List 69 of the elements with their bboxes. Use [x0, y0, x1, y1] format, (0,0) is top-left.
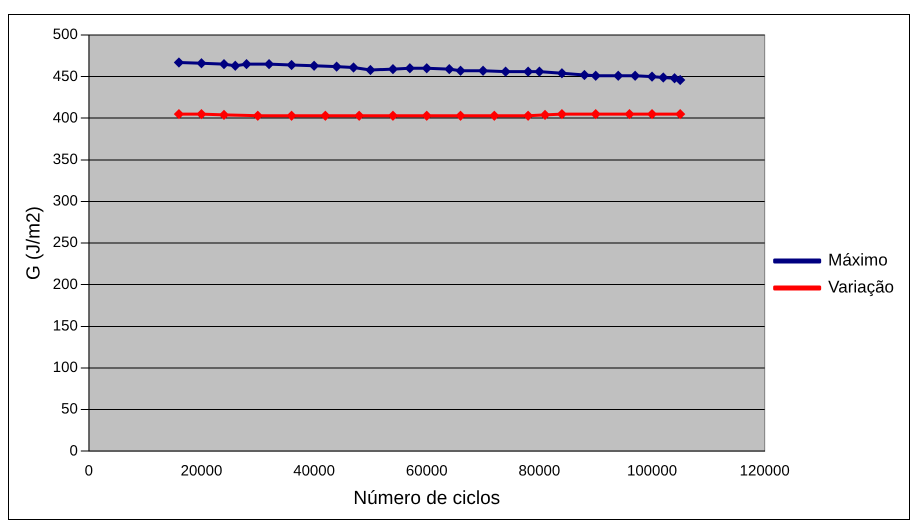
y-tick-label: 200	[52, 276, 78, 293]
x-tick-label: 40000	[293, 462, 335, 480]
point	[676, 75, 685, 84]
point	[580, 70, 589, 80]
point	[676, 110, 685, 119]
y-tick-label: 350	[52, 151, 78, 168]
y-tick-label: 300	[52, 192, 78, 210]
point	[444, 64, 454, 74]
point	[196, 58, 206, 68]
point	[287, 60, 296, 70]
y-tick-label: 0	[69, 442, 78, 460]
x-tick-label: 80000	[518, 462, 560, 480]
point	[648, 72, 657, 82]
point	[174, 58, 184, 67]
point	[174, 110, 184, 119]
point	[501, 67, 510, 76]
point	[422, 111, 432, 120]
point	[354, 111, 364, 120]
x-tick-label: 120000	[740, 462, 790, 480]
point	[320, 111, 330, 120]
point	[388, 111, 398, 120]
point	[648, 110, 657, 119]
point	[242, 60, 252, 69]
point	[219, 110, 228, 120]
point	[524, 67, 533, 76]
point	[534, 67, 544, 76]
point	[658, 72, 668, 82]
point	[456, 66, 466, 76]
point	[591, 110, 600, 119]
y-tick-label: 500	[52, 26, 78, 44]
x-tick-label: 100000	[626, 462, 678, 480]
point	[253, 111, 262, 120]
x-axis-title: Número de ciclos	[353, 488, 500, 509]
point	[366, 65, 375, 74]
point	[332, 62, 342, 72]
point	[388, 64, 398, 74]
point	[264, 60, 274, 69]
y-tick-label: 450	[52, 68, 78, 85]
x-tick-label: 0	[84, 462, 93, 480]
point	[478, 66, 488, 76]
point	[310, 61, 319, 70]
point	[196, 110, 206, 119]
y-tick-label: 100	[52, 359, 78, 376]
point	[287, 111, 296, 120]
point	[557, 68, 566, 78]
point	[422, 64, 432, 73]
point	[230, 61, 240, 70]
point	[630, 71, 640, 80]
legend-label: Máximo	[828, 250, 888, 270]
point	[405, 64, 414, 73]
point	[349, 62, 358, 72]
point	[670, 74, 680, 83]
point	[625, 110, 634, 119]
point	[490, 111, 499, 120]
point	[524, 111, 533, 120]
x-tick-label: 20000	[180, 462, 222, 480]
point	[456, 111, 466, 120]
legend-label: Variação	[828, 278, 894, 297]
point	[219, 60, 228, 69]
y-tick-label: 250	[52, 234, 78, 252]
y-axis-title: G (J/m2)	[24, 206, 45, 280]
y-tick-label: 150	[52, 317, 78, 334]
point	[557, 110, 566, 119]
point	[591, 71, 600, 80]
x-tick-label: 60000	[406, 462, 448, 480]
y-tick-label: 400	[52, 109, 78, 126]
y-tick-label: 50	[61, 400, 78, 418]
point	[614, 71, 623, 80]
point	[540, 110, 550, 120]
